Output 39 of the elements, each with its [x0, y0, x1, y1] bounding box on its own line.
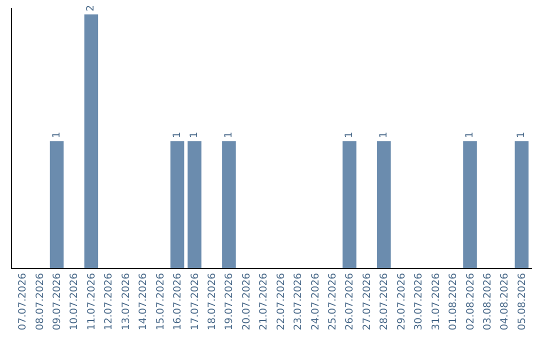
x-tick-label: 08.07.2026: [34, 273, 46, 330]
data-label: 1: [516, 132, 528, 138]
x-tick-label: 27.07.2026: [362, 273, 373, 330]
x-tick-label: 19.07.2026: [224, 273, 236, 330]
x-tick-label: 01.08.2026: [448, 273, 460, 330]
x-tick-label: 03.08.2026: [482, 273, 494, 330]
x-tick-label: 26.07.2026: [344, 273, 356, 330]
data-label: 1: [189, 132, 200, 138]
x-tick-label: 04.08.2026: [500, 273, 511, 330]
x-tick-label: 10.07.2026: [69, 273, 80, 330]
x-tick-label: 21.07.2026: [258, 273, 270, 330]
x-tick-label: 11.07.2026: [86, 273, 98, 330]
x-tick-label: 02.08.2026: [465, 273, 476, 330]
x-tick-label: 25.07.2026: [328, 273, 339, 330]
data-label: 1: [51, 132, 62, 138]
x-tick-label: 13.07.2026: [120, 273, 132, 330]
x-tick-label: 05.08.2026: [516, 273, 528, 330]
x-tick-label: 23.07.2026: [293, 273, 304, 330]
data-label: 1: [172, 132, 183, 138]
x-tick-label: 28.07.2026: [379, 273, 390, 330]
x-tick-label: 17.07.2026: [190, 273, 201, 330]
x-tick-label: 30.07.2026: [414, 273, 425, 330]
data-label: 1: [223, 132, 234, 138]
data-label: 1: [378, 132, 390, 138]
x-tick-label: 12.07.2026: [104, 273, 115, 330]
x-tick-label: 09.07.2026: [52, 273, 64, 330]
x-tick-label: 22.07.2026: [276, 273, 287, 330]
data-label: 2: [86, 4, 97, 12]
x-tick-label: 24.07.2026: [310, 273, 322, 330]
x-tick-label: 31.07.2026: [430, 273, 442, 330]
x-tick-label: 18.07.2026: [206, 273, 218, 330]
x-tick-label: 20.07.2026: [241, 273, 252, 330]
x-tick-label: 16.07.2026: [172, 273, 184, 330]
data-label: 1: [344, 132, 355, 138]
x-tick-label: 15.07.2026: [155, 273, 166, 330]
x-tick-label: 14.07.2026: [138, 273, 150, 330]
x-tick-label: 07.07.2026: [18, 273, 29, 330]
data-label: 1: [464, 132, 476, 138]
x-tick-label: 29.07.2026: [396, 273, 408, 330]
